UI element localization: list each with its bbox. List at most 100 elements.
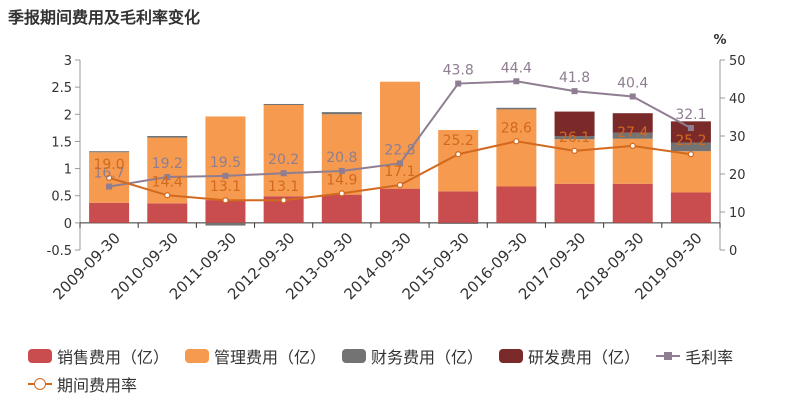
period-expense-rate-label: 19.0 <box>94 157 125 173</box>
right-tick-label: 30 <box>729 130 746 145</box>
legend-swatch-finance <box>342 349 367 363</box>
gross-margin-label: 19.5 <box>210 155 241 171</box>
gross-margin-label: 19.2 <box>152 156 183 172</box>
gross-margin-point <box>687 125 694 132</box>
legend-label-gross: 毛利率 <box>685 348 734 367</box>
period-expense-rate-label: 14.4 <box>152 174 183 190</box>
period-expense-rate-point <box>513 138 520 145</box>
legend-item-gross[interactable]: 毛利率 <box>656 344 733 368</box>
legend-label-rd: 研发费用（亿） <box>528 348 641 367</box>
bar-rd <box>612 113 653 133</box>
left-tick-label: 1 <box>64 163 72 178</box>
legend-item-rd[interactable]: 研发费用（亿） <box>499 344 640 368</box>
left-tick-label: 2.5 <box>51 81 72 96</box>
period-expense-rate-point <box>396 181 404 189</box>
bar-finance <box>612 132 653 139</box>
period-expense-rate-point <box>455 151 462 158</box>
left-tick-label: 0.5 <box>51 190 72 205</box>
bar-finance <box>263 103 304 105</box>
chart-canvas: -0.500.511.522.5301020304050%2009-09-302… <box>47 33 746 303</box>
legend-item-sales[interactable]: 销售费用（亿） <box>28 344 169 368</box>
bar-admin <box>263 104 304 197</box>
bar-finance <box>205 222 246 226</box>
bar-admin <box>554 139 595 184</box>
legend-item-admin[interactable]: 管理费用（亿） <box>185 344 326 368</box>
period-expense-rate-point <box>105 174 113 181</box>
left-tick-label: 3 <box>64 54 72 69</box>
period-expense-rate-point <box>571 147 578 154</box>
gross-margin-point <box>513 78 520 85</box>
period-expense-rate-point <box>629 142 636 149</box>
period-expense-rate-label: 26.1 <box>559 130 590 146</box>
gross-margin-point <box>397 160 403 167</box>
gross-margin-label: 16.7 <box>94 166 125 182</box>
period-expense-rate-label: 28.6 <box>501 120 532 136</box>
legend-item-period[interactable]: 期间费用率 <box>28 372 137 396</box>
legend-label-admin: 管理费用（亿） <box>214 348 327 367</box>
gross-margin-label: 22.8 <box>384 142 415 158</box>
legend-label-finance: 财务费用（亿） <box>371 348 484 367</box>
bar-sales <box>380 188 420 223</box>
left-tick-label: 0 <box>64 217 72 232</box>
period-expense-rate-label: 27.4 <box>617 125 648 141</box>
gross-margin-point <box>106 183 113 190</box>
period-expense-rate-label: 13.1 <box>268 179 299 195</box>
period-expense-rate-label: 25.2 <box>675 133 706 149</box>
bar-sales <box>496 186 537 223</box>
period-expense-rate-point <box>222 197 229 204</box>
period-expense-rate-label: 17.1 <box>384 164 415 180</box>
gross-margin-label: 41.8 <box>559 70 590 86</box>
bar-sales <box>554 183 595 223</box>
gross-margin-point <box>455 80 462 87</box>
legend-swatch-admin <box>185 349 210 363</box>
left-tick-label: 1.5 <box>51 135 72 150</box>
right-tick-label: 10 <box>729 206 746 221</box>
legend-swatch-sales <box>28 349 52 363</box>
bar-rd <box>554 111 595 136</box>
gross-margin-label: 44.4 <box>501 60 532 76</box>
gross-margin-label: 32.1 <box>675 107 706 123</box>
period-expense-rate-point <box>687 151 695 158</box>
gross-margin-point <box>280 170 287 177</box>
bar-finance <box>321 112 362 115</box>
bar-sales <box>670 192 711 223</box>
bar-finance <box>496 107 537 110</box>
legend-label-period: 期间费用率 <box>57 376 138 395</box>
right-axis-unit: % <box>713 33 726 48</box>
left-tick-label: -0.5 <box>47 244 72 259</box>
right-tick-label: 20 <box>729 168 746 183</box>
gross-margin-label: 40.4 <box>617 75 648 91</box>
bar-admin <box>496 109 537 187</box>
period-expense-rate-point <box>280 197 287 204</box>
bar-finance <box>554 136 595 140</box>
bar-admin <box>205 116 246 201</box>
bar-sales <box>321 194 362 223</box>
gross-margin-label: 43.8 <box>443 63 474 79</box>
bar-admin <box>380 81 420 189</box>
bar-rd <box>670 121 711 143</box>
right-tick-label: 50 <box>729 54 746 69</box>
legend-swatch-period <box>28 377 52 391</box>
chart-title: 季报期间费用及毛利率变化 <box>8 8 201 27</box>
left-tick-label: 2 <box>64 108 72 123</box>
gross-margin-point <box>571 88 578 95</box>
gross-margin-label: 20.8 <box>326 150 357 166</box>
bar-finance <box>438 222 479 224</box>
gross-margin-label: 20.2 <box>268 152 299 168</box>
bar-sales <box>89 202 130 223</box>
bar-sales <box>205 200 246 223</box>
legend-item-finance[interactable]: 财务费用（亿） <box>342 344 483 368</box>
period-expense-rate-point <box>164 192 171 199</box>
bar-finance <box>670 142 711 152</box>
gross-margin-point <box>222 172 229 179</box>
legend-swatch-rd <box>499 349 524 363</box>
legend-swatch-gross <box>656 349 681 363</box>
right-tick-label: 0 <box>729 244 737 259</box>
period-expense-rate-label: 13.1 <box>210 179 241 195</box>
gross-margin-point <box>629 93 636 100</box>
gross-margin-point <box>164 174 171 181</box>
bar-finance <box>89 151 130 153</box>
gross-margin-point <box>338 167 345 174</box>
period-expense-rate-label: 14.9 <box>326 172 357 188</box>
right-tick-label: 40 <box>729 92 746 107</box>
